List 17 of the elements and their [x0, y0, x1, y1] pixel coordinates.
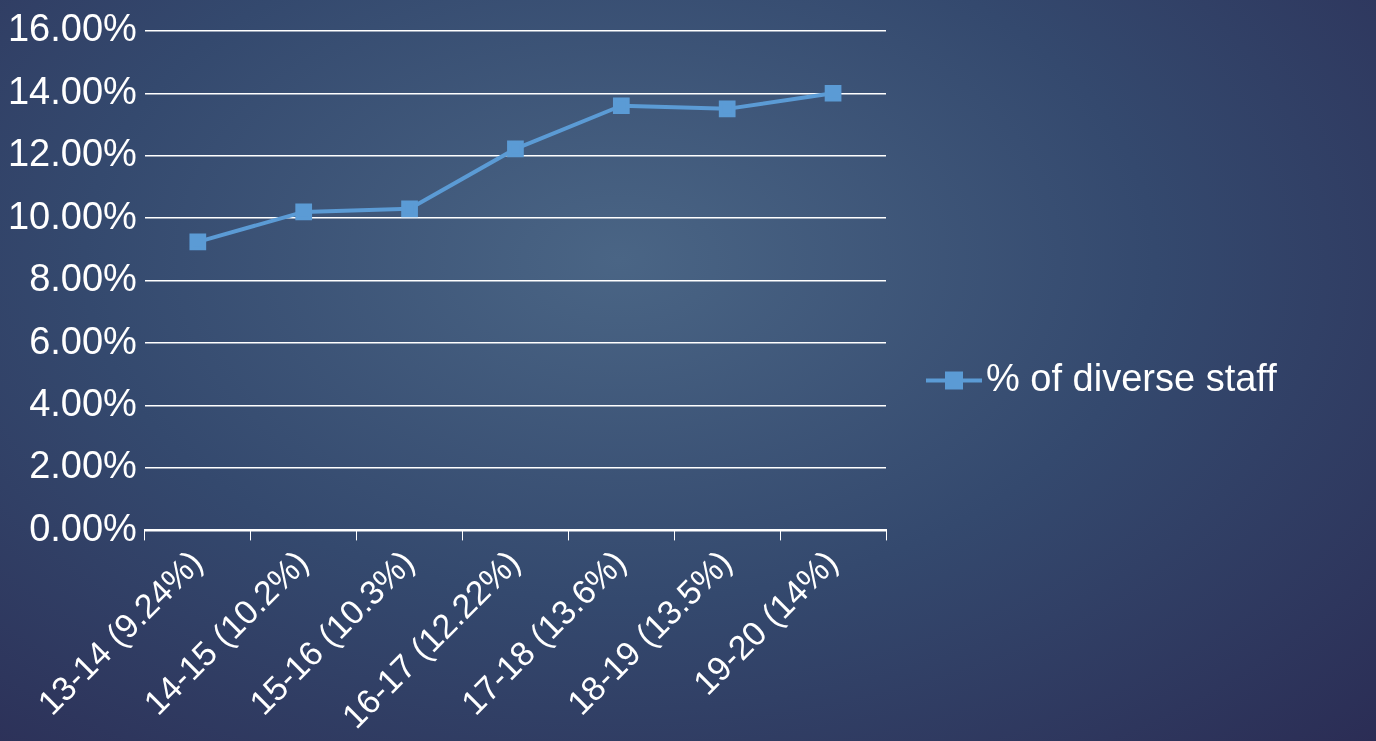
y-tick-label: 14.00%	[7, 69, 137, 112]
point	[824, 84, 842, 102]
point	[295, 203, 313, 221]
point	[612, 97, 630, 115]
y-tick-label: 10.00%	[7, 194, 137, 237]
y-tick-label: 6.00%	[29, 319, 137, 362]
point	[189, 233, 207, 251]
y-tick-label: 2.00%	[29, 444, 137, 487]
y-tick-label: 16.00%	[7, 7, 137, 50]
y-tick-label: 4.00%	[29, 382, 137, 425]
y-tick-label: 8.00%	[29, 257, 137, 300]
y-tick-label: 0.00%	[29, 506, 137, 549]
point	[401, 200, 418, 218]
legend-label: % of diverse staff	[986, 356, 1278, 399]
point	[718, 100, 736, 118]
y-tick-label: 12.00%	[7, 132, 137, 175]
point	[507, 140, 524, 158]
